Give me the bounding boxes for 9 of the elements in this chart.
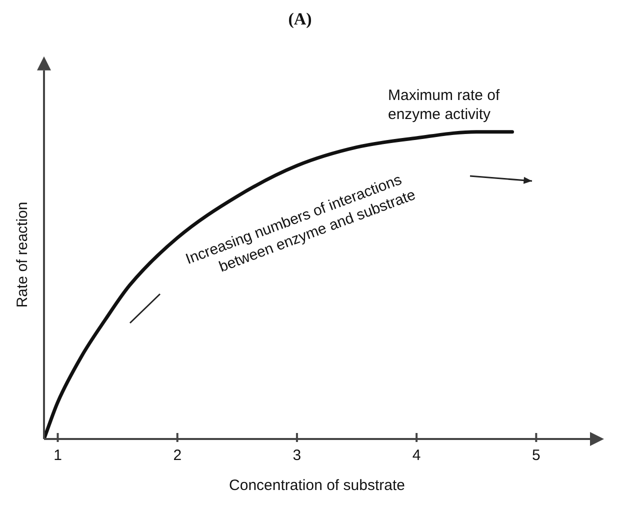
x-tick-label: 2 — [173, 447, 182, 464]
text: Maximum rate of enzyme activity — [388, 87, 501, 123]
y-axis-title: Rate of reaction — [14, 202, 32, 308]
x-tick-label: 1 — [54, 447, 62, 464]
x-tick-label: 5 — [532, 447, 540, 464]
chart-title: (A) — [288, 10, 312, 29]
x-tick-label: 4 — [412, 447, 421, 464]
x-tick-label: 3 — [292, 447, 302, 464]
x-axis-title: Concentration of substrate — [229, 477, 405, 494]
